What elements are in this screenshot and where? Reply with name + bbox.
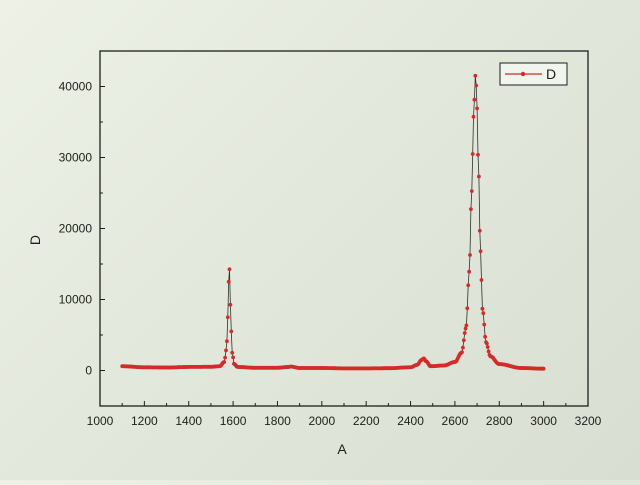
x-tick-label: 1200 — [131, 414, 158, 428]
x-tick-label: 1400 — [175, 414, 202, 428]
legend-label: D — [546, 66, 556, 82]
data-point — [485, 341, 489, 346]
data-point — [464, 323, 469, 328]
data-point — [483, 334, 487, 339]
y-tick-label: 30000 — [59, 151, 93, 165]
x-tick-label: 2600 — [442, 414, 469, 428]
data-point — [469, 207, 473, 212]
data-point — [462, 331, 467, 335]
data-point — [473, 73, 478, 78]
x-tick-label: 1600 — [220, 414, 247, 428]
x-tick-label: 3200 — [575, 414, 602, 428]
data-point — [467, 269, 471, 274]
data-point — [461, 338, 466, 343]
data-point — [465, 306, 470, 311]
data-point — [223, 355, 228, 360]
legend-marker — [520, 71, 526, 77]
data-point — [466, 283, 471, 288]
data-point — [472, 97, 477, 102]
data-point — [228, 302, 233, 307]
x-tick-label: 1000 — [87, 414, 114, 428]
x-tick-label: 1800 — [264, 414, 291, 428]
data-point — [460, 350, 464, 354]
y-tick-label: 40000 — [59, 80, 93, 94]
data-point — [225, 315, 230, 320]
x-axis: 1000 1200 1400 1600 1800 2000 2200 2400 2600 2800… — [87, 401, 602, 428]
data-point — [481, 311, 486, 316]
data-point — [224, 348, 228, 353]
plot-area — [99, 50, 589, 407]
y-tick-label: 10000 — [59, 293, 93, 307]
data-point — [478, 249, 483, 254]
y-axis-title: D — [27, 235, 43, 245]
data-point — [479, 278, 484, 282]
data-point — [463, 326, 468, 331]
x-axis-title: A — [337, 441, 347, 457]
data-point — [468, 253, 472, 257]
data-point — [230, 350, 235, 355]
data-point — [541, 366, 546, 371]
data-point — [227, 267, 232, 272]
data-point — [477, 174, 481, 179]
data-point — [486, 349, 491, 354]
y-tick-label: 0 — [85, 364, 92, 378]
data-point — [474, 83, 479, 88]
data-point — [469, 189, 474, 194]
x-tick-label: 3000 — [530, 414, 557, 428]
x-tick-label: 2000 — [308, 414, 335, 428]
data-point — [231, 355, 236, 360]
data-point — [482, 322, 487, 327]
series-layer — [120, 73, 546, 371]
data-point — [225, 339, 229, 344]
data-point — [477, 228, 482, 233]
data-point — [480, 306, 485, 311]
y-axis: 0 10000 20000 30000 40000 — [59, 50, 105, 407]
data-point — [226, 279, 231, 284]
data-point — [461, 345, 465, 350]
data-point — [476, 152, 480, 157]
y-tick-label: 20000 — [59, 222, 93, 236]
x-tick-label: 2800 — [486, 414, 513, 428]
x-tick-label: 2400 — [397, 414, 424, 428]
data-point — [470, 152, 475, 156]
data-point — [222, 360, 227, 364]
series-line — [122, 75, 544, 370]
data-point — [485, 345, 490, 349]
data-point — [229, 329, 234, 334]
data-point — [471, 114, 476, 119]
legend: D — [499, 62, 568, 86]
x-tick-label: 2200 — [353, 414, 380, 428]
data-point — [475, 106, 479, 111]
